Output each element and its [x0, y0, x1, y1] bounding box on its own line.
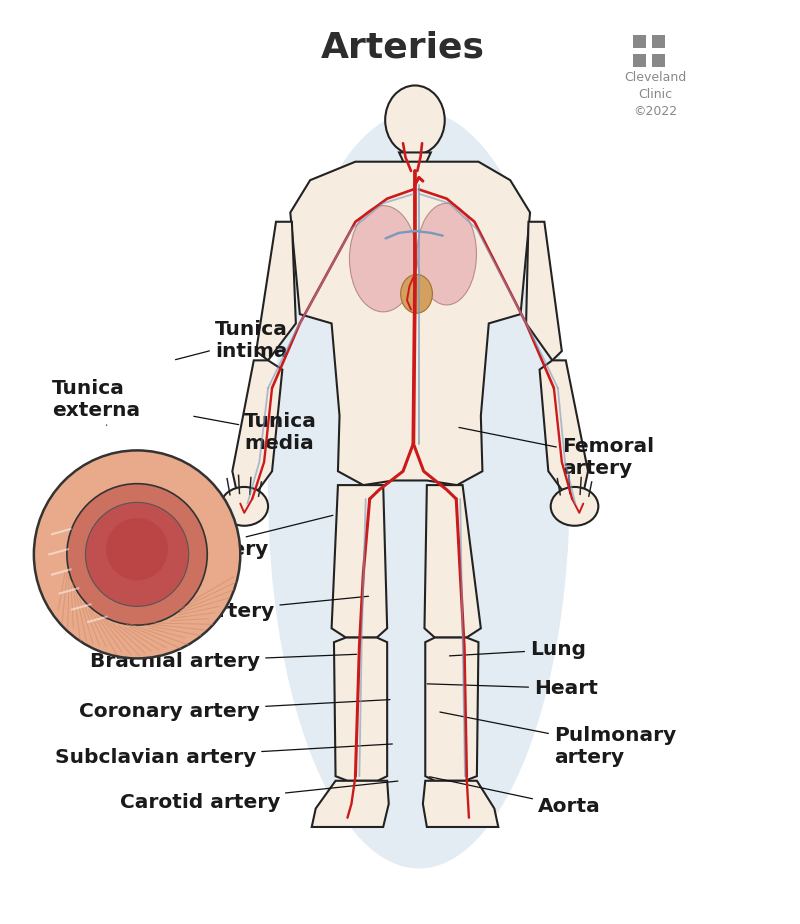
Ellipse shape — [221, 487, 268, 526]
Text: Lung: Lung — [450, 640, 586, 659]
Text: Tunica
media: Tunica media — [194, 412, 317, 453]
Circle shape — [86, 503, 189, 606]
Polygon shape — [539, 360, 588, 490]
Text: Femoral
artery: Femoral artery — [459, 428, 654, 478]
Polygon shape — [526, 222, 562, 360]
Text: Pulmonary
artery: Pulmonary artery — [440, 712, 676, 767]
Ellipse shape — [350, 206, 417, 312]
Circle shape — [67, 483, 207, 626]
Text: Coronary artery: Coronary artery — [79, 699, 390, 721]
Circle shape — [106, 518, 168, 580]
Text: Iliac artery: Iliac artery — [150, 596, 369, 621]
Text: Carotid artery: Carotid artery — [120, 781, 398, 811]
Bar — [652, 35, 665, 48]
Text: Radial artery: Radial artery — [120, 516, 333, 559]
Ellipse shape — [385, 86, 445, 154]
Text: Subclavian artery: Subclavian artery — [54, 744, 392, 767]
Ellipse shape — [268, 111, 570, 869]
Polygon shape — [290, 162, 530, 485]
Text: Cleveland
Clinic
©2022: Cleveland Clinic ©2022 — [625, 71, 686, 118]
Polygon shape — [426, 638, 478, 781]
Polygon shape — [399, 152, 431, 164]
Polygon shape — [331, 485, 387, 638]
Polygon shape — [312, 781, 389, 827]
Ellipse shape — [417, 203, 477, 305]
Bar — [652, 54, 665, 67]
Polygon shape — [232, 360, 282, 490]
Polygon shape — [423, 781, 498, 827]
Bar — [634, 35, 646, 48]
Bar — [634, 54, 646, 67]
Text: Tunica
externa: Tunica externa — [52, 379, 140, 425]
Text: Heart: Heart — [427, 679, 598, 698]
Text: Aorta: Aorta — [430, 777, 601, 816]
Polygon shape — [256, 222, 296, 360]
Text: Brachial artery: Brachial artery — [90, 652, 357, 671]
Polygon shape — [425, 485, 481, 638]
Text: Arteries: Arteries — [321, 31, 485, 65]
Circle shape — [34, 450, 240, 659]
Text: Tunica
intima: Tunica intima — [175, 320, 288, 360]
Polygon shape — [334, 638, 387, 781]
Ellipse shape — [550, 487, 598, 526]
Ellipse shape — [401, 274, 433, 313]
